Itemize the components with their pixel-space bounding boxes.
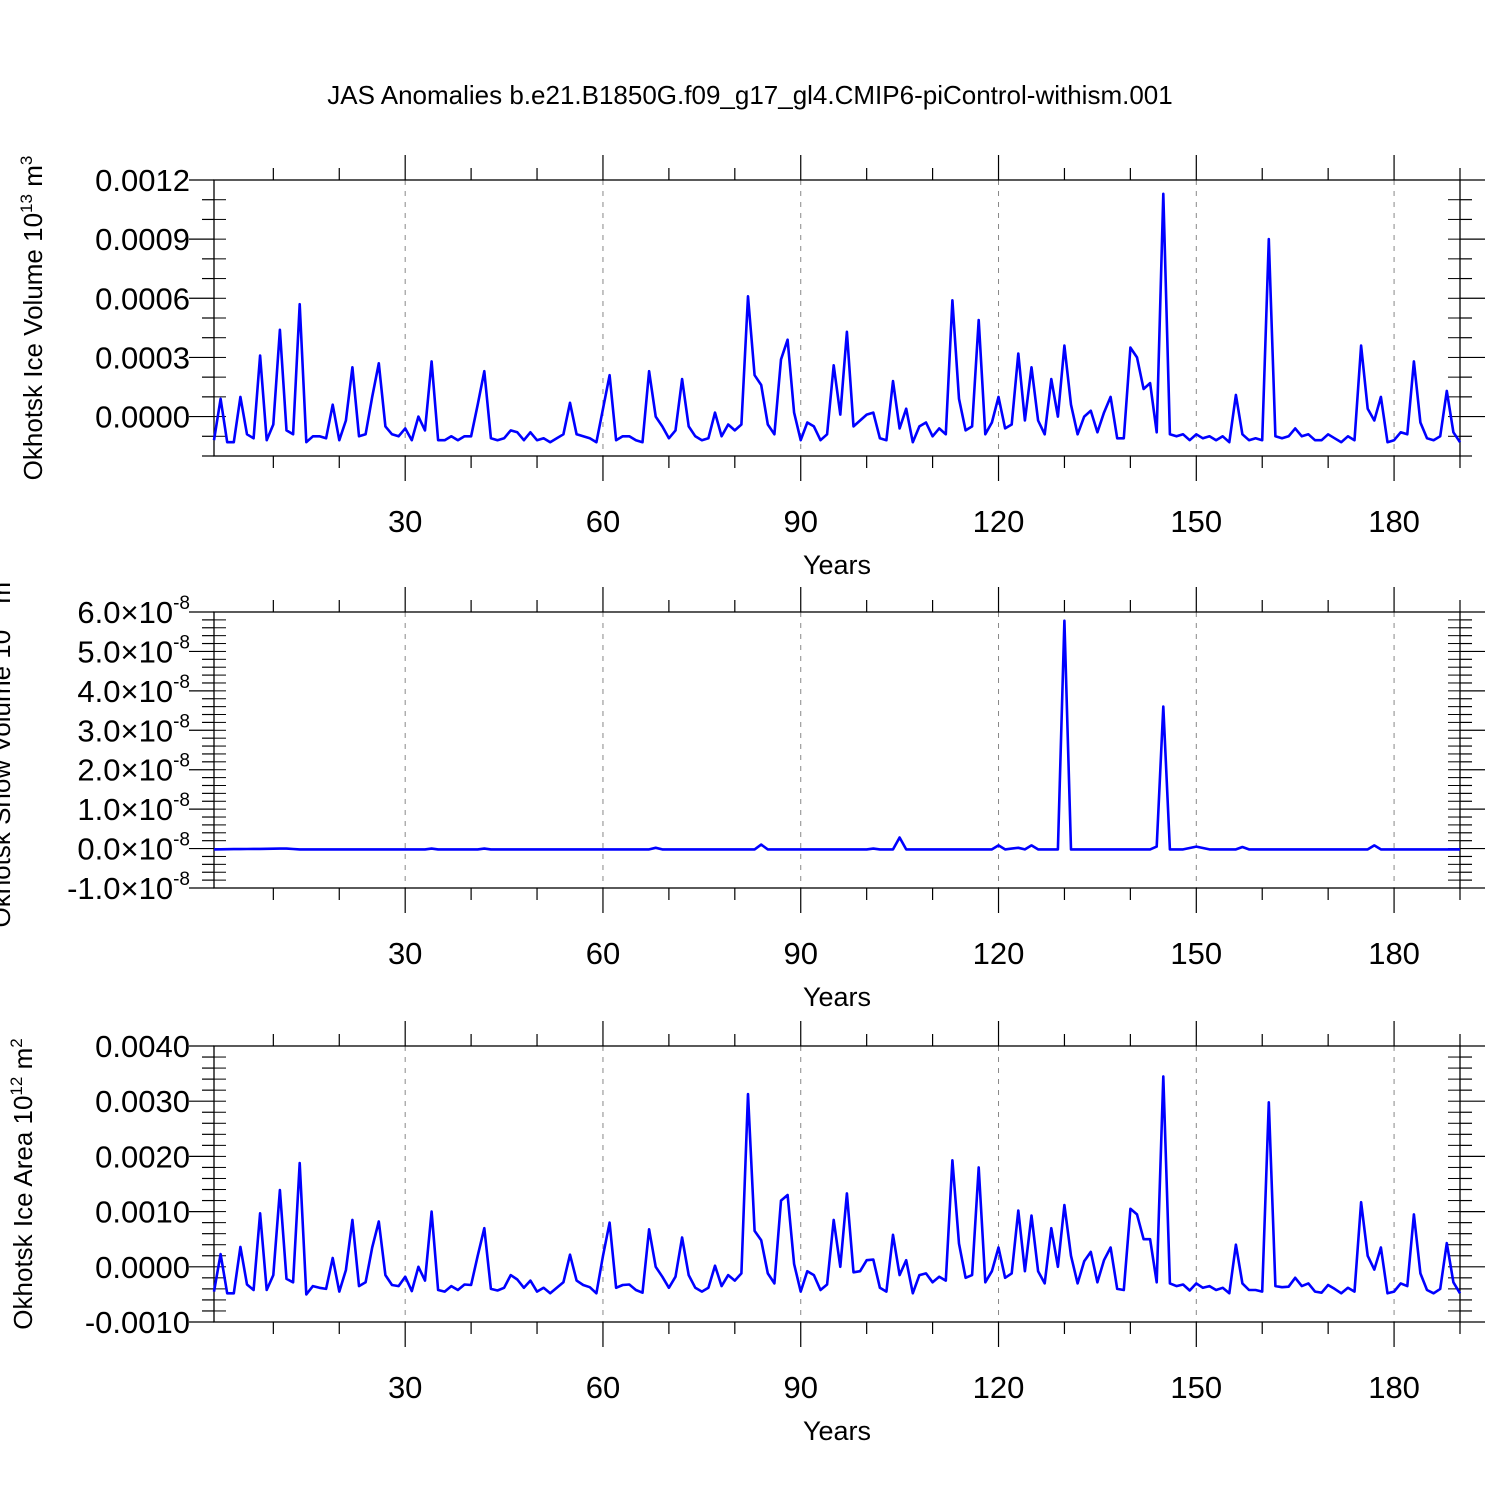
y-tick-base: 10: [139, 792, 173, 827]
y-tick-exponent: -8: [173, 790, 190, 811]
y-tick-label: 0.0030: [95, 1084, 190, 1119]
y-tick-label: 2.0×10-8: [77, 751, 190, 788]
x-tick-label: 180: [1368, 1370, 1420, 1405]
y-tick-mantissa: 6.0: [77, 595, 120, 630]
y-tick-exponent: -8: [173, 593, 190, 614]
y-tick-times: ×: [121, 871, 139, 906]
y-tick-label: 0.0×10-8: [77, 830, 190, 867]
x-tick-label: 150: [1170, 504, 1222, 539]
y-tick-mantissa: 2.0: [77, 753, 120, 788]
x-tick-label: 180: [1368, 504, 1420, 539]
series-line-snow-volume: [213, 619, 1460, 851]
y-tick-label: 0.0000: [95, 400, 190, 435]
y-axis-label-text: Okhotsk Snow Volume 10: [0, 630, 16, 928]
y-axis-label: Okhotsk Snow Volume 1013 m3: [0, 573, 16, 928]
y-tick-label: 4.0×10-8: [77, 672, 190, 709]
y-tick-times: ×: [121, 674, 139, 709]
y-axis-label-exponent: 13: [17, 194, 36, 213]
y-tick-base: 10: [139, 634, 173, 669]
y-tick-exponent: -8: [173, 711, 190, 732]
plot-frame: [213, 611, 1461, 889]
series-line-ice-volume: [212, 192, 1462, 444]
panel-ice-area: 30 60 90 120 150 180 -0.0010 0.0000 0.0010 0.0020…: [7, 1021, 1485, 1446]
y-tick-times: ×: [121, 792, 139, 827]
y-tick-times: ×: [121, 753, 139, 788]
y-tick-exponent: -8: [173, 869, 190, 890]
y-tick-label: 0.0020: [95, 1139, 190, 1174]
y-tick-label: 0.0010: [95, 1195, 190, 1230]
x-tick-label: 30: [388, 1370, 422, 1405]
y-tick-exponent: -8: [173, 751, 190, 772]
y-tick-base: 10: [139, 871, 173, 906]
y-tick-label: 0.0003: [95, 340, 190, 375]
y-tick-base: 10: [139, 595, 173, 630]
y-tick-exponent: -8: [173, 632, 190, 653]
y-axis-label-unit: m: [0, 582, 16, 611]
y-tick-mantissa: 3.0: [77, 713, 120, 748]
y-tick-mantissa: 1.0: [77, 792, 120, 827]
y-tick-times: ×: [121, 595, 139, 630]
y-tick-label: 0.0000: [95, 1250, 190, 1285]
y-axis-label: Okhotsk Ice Volume 1013 m3: [17, 156, 48, 481]
x-tick-label: 120: [973, 936, 1025, 971]
y-tick-label: 3.0×10-8: [77, 711, 190, 748]
panel-ice-volume: 30 60 90 120 150 180 0.0000 0.0003 0.0006 0.0009 0…: [17, 155, 1485, 580]
x-tick-label: 150: [1170, 936, 1222, 971]
y-tick-exponent: -8: [173, 830, 190, 851]
y-tick-label: 0.0006: [95, 281, 190, 316]
y-axis-label-text: Okhotsk Ice Area 10: [8, 1096, 38, 1330]
y-tick-label: 5.0×10-8: [77, 632, 190, 669]
panel-snow-volume: 30 60 90 120 150 180-1.0×10-80.0×10-81.0×10-8…: [0, 573, 1485, 1012]
y-axis-label-unit-exponent: 3: [17, 156, 36, 165]
plot-frame: [213, 1045, 1461, 1323]
x-tick-label: 90: [783, 504, 817, 539]
y-axis-label-unit-exponent: 3: [0, 573, 4, 582]
y-axis-label-unit-exponent: 2: [7, 1038, 26, 1047]
x-tick-label: 60: [586, 936, 620, 971]
y-axis-label-unit: m: [8, 1048, 38, 1077]
y-axis-label-exponent: 13: [0, 611, 4, 630]
y-tick-base: 10: [139, 753, 173, 788]
y-tick-times: ×: [121, 634, 139, 669]
x-tick-label: 120: [973, 1370, 1025, 1405]
y-tick-times: ×: [121, 713, 139, 748]
y-tick-exponent: -8: [173, 672, 190, 693]
y-tick-mantissa: -1.0: [67, 871, 120, 906]
x-axis-label: Years: [803, 982, 871, 1012]
y-axis-label-exponent: 12: [7, 1077, 26, 1096]
y-tick-base: 10: [139, 674, 173, 709]
x-tick-label: 60: [586, 504, 620, 539]
y-tick-label: -1.0×10-8: [67, 869, 190, 906]
y-tick-mantissa: 0.0: [77, 832, 120, 867]
x-tick-label: 150: [1170, 1370, 1222, 1405]
x-tick-label: 60: [586, 1370, 620, 1405]
y-tick-times: ×: [121, 832, 139, 867]
x-axis-label: Years: [803, 1416, 871, 1446]
x-axis-label: Years: [803, 550, 871, 580]
y-tick-label: 0.0012: [95, 163, 190, 198]
y-axis-label-text: Okhotsk Ice Volume 10: [18, 213, 48, 480]
y-tick-mantissa: 5.0: [77, 634, 120, 669]
y-tick-label: 1.0×10-8: [77, 790, 190, 827]
x-tick-label: 90: [783, 936, 817, 971]
y-tick-label: 0.0040: [95, 1029, 190, 1064]
y-axis-label-unit: m: [18, 165, 48, 194]
y-tick-mantissa: 4.0: [77, 674, 120, 709]
x-tick-label: 120: [973, 504, 1025, 539]
y-axis-label: Okhotsk Ice Area 1012 m2: [7, 1038, 38, 1329]
y-tick-base: 10: [139, 713, 173, 748]
plot-frame: [213, 179, 1461, 457]
y-tick-label: 6.0×10-8: [77, 593, 190, 630]
y-tick-label: 0.0009: [95, 222, 190, 257]
y-tick-label: -0.0010: [85, 1305, 190, 1340]
y-tick-base: 10: [139, 832, 173, 867]
x-tick-label: 180: [1368, 936, 1420, 971]
x-tick-label: 30: [388, 504, 422, 539]
chart-title: JAS Anomalies b.e21.B1850G.f09_g17_gl4.C…: [327, 80, 1172, 110]
x-tick-label: 90: [783, 1370, 817, 1405]
series-line-ice-area: [212, 1075, 1462, 1296]
x-tick-label: 30: [388, 936, 422, 971]
